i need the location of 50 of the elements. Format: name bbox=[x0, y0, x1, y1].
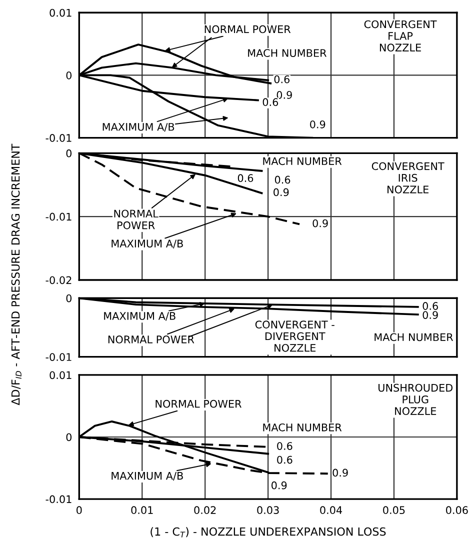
x-axis-title: (1 - C$_{T}$) - NOZZLE UNDEREXPANSION LOSS bbox=[150, 527, 386, 538]
y-tick-label: 0.01 bbox=[50, 371, 72, 380]
x-tick-label: 0.06 bbox=[446, 506, 468, 514]
x-tick-label: 0.02 bbox=[194, 506, 216, 514]
x-tick-label: 0.03 bbox=[257, 506, 279, 514]
annotation: 0.9 bbox=[274, 188, 289, 196]
annotation: MACH NUMBER bbox=[263, 157, 342, 166]
annotation: MAXIMUM A/B bbox=[112, 240, 183, 248]
y-tick-label: -0.02 bbox=[46, 276, 72, 284]
annotation: 0.6 bbox=[277, 456, 292, 464]
x-tick-label: 0.05 bbox=[383, 506, 405, 514]
y-tick-label: 0 bbox=[66, 294, 72, 302]
annotation: UNSHROUDED PLUG NOZZLE bbox=[378, 384, 453, 416]
y-tick-label: 0 bbox=[66, 71, 72, 80]
annotation: 0.6 bbox=[238, 174, 254, 182]
annotation: CONVERGENT FLAP NOZZLE bbox=[364, 20, 437, 52]
y-tick-label: -0.01 bbox=[46, 134, 72, 142]
annotation: CONVERGENT IRIS NOZZLE bbox=[372, 162, 444, 194]
annotation: MACH NUMBER bbox=[248, 49, 326, 57]
annotation: NORMAL POWER bbox=[108, 336, 194, 344]
annotation: NORMAL POWER bbox=[156, 400, 242, 408]
y-tick-label: 0 bbox=[66, 433, 72, 442]
annotation: NORMAL POWER bbox=[114, 210, 158, 230]
annotation: MACH NUMBER bbox=[263, 423, 342, 432]
annotation: 0.9 bbox=[272, 481, 287, 490]
y-tick-label: -0.01 bbox=[46, 495, 72, 504]
annotation: 0.6 bbox=[422, 302, 438, 310]
y-tick-label: -0.01 bbox=[46, 353, 72, 361]
y-tick-label: 0.01 bbox=[50, 8, 72, 17]
annotation: MACH NUMBER bbox=[374, 333, 454, 342]
annotation: 0.6 bbox=[262, 98, 278, 106]
annotation: NORMAL POWER bbox=[204, 25, 291, 34]
x-tick-label: 0.01 bbox=[131, 506, 153, 514]
y-tick-label: 0 bbox=[66, 149, 72, 158]
annotation: MAXIMUM A/B bbox=[112, 472, 183, 481]
annotation: 0.9 bbox=[276, 90, 292, 99]
annotation: 0.9 bbox=[312, 219, 328, 228]
annotation: 0.6 bbox=[274, 176, 290, 184]
annotation: MAXIMUM A/B bbox=[102, 123, 174, 132]
x-tick-label: 0.04 bbox=[320, 506, 342, 514]
annotation: 0.9 bbox=[310, 120, 326, 128]
annotation: 0.9 bbox=[332, 468, 348, 477]
x-tick-label: 0 bbox=[76, 506, 82, 514]
annotation: CONVERGENT - DIVERGENT NOZZLE bbox=[255, 320, 334, 352]
annotation: MAXIMUM A/B bbox=[104, 312, 176, 321]
y-tick-label: -0.01 bbox=[46, 212, 72, 221]
annotation: 0.9 bbox=[422, 311, 438, 319]
annotation: 0.6 bbox=[277, 442, 292, 450]
annotation: 0.6 bbox=[274, 75, 290, 84]
y-axis-title: ΔD/F$_{ID}$ - AFT-END PRESSURE DRAG INCREMENT bbox=[11, 144, 22, 406]
